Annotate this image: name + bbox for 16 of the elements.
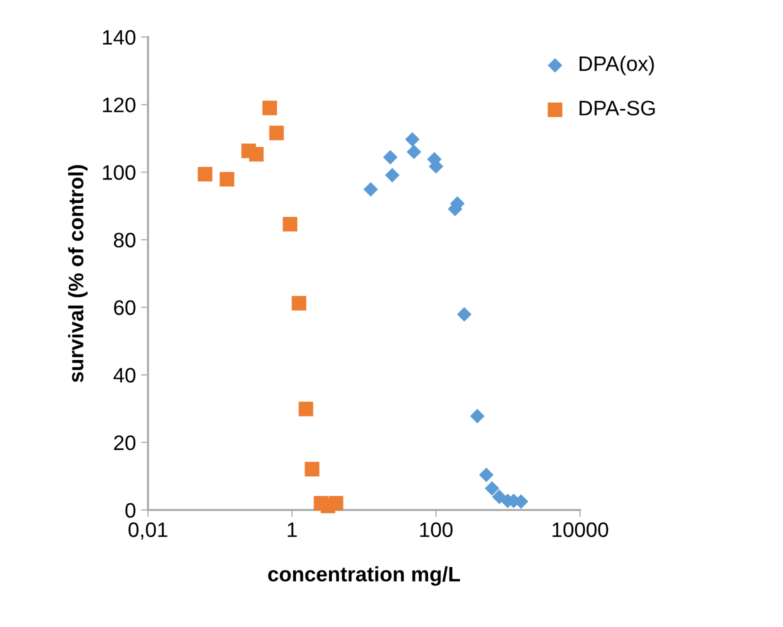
- legend-label: DPA-SG: [580, 100, 655, 116]
- y-tick-label: 120: [103, 98, 136, 112]
- y-tick-label: 0: [125, 503, 136, 518]
- y-tick-label: 80: [114, 232, 136, 248]
- y-tick-label: 60: [114, 300, 136, 316]
- y-tick-label: 140: [103, 30, 136, 45]
- x-axis-title: concentration mg/L: [268, 566, 460, 586]
- legend-label: DPA(ox): [580, 56, 654, 76]
- x-tick-label: 10000: [552, 522, 608, 538]
- x-tick-label: 0,01: [128, 522, 168, 540]
- y-tick-label: 100: [103, 165, 136, 180]
- x-tick-label: 1: [288, 522, 297, 537]
- y-tick-label: 20: [114, 435, 136, 450]
- y-tick-label: 40: [114, 368, 136, 383]
- x-tick-label: 100: [420, 522, 453, 538]
- y-axis-title: survival (% of control): [68, 165, 88, 382]
